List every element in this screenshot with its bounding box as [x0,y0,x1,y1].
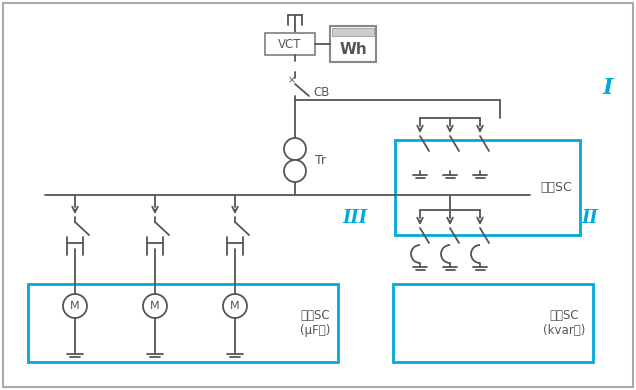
Bar [395,140,580,235]
Text: M: M [230,301,240,311]
Text: III: III [342,209,368,227]
Text: Wh: Wh [339,43,367,57]
Text: M: M [150,301,160,311]
Circle shape [223,294,247,318]
Text: ×: × [288,75,296,85]
Text: M: M [70,301,80,311]
Text: Tr: Tr [315,154,326,167]
Circle shape [63,294,87,318]
Bar [332,28,374,36]
Text: 高圧SC: 高圧SC [540,181,572,194]
Circle shape [284,138,306,160]
Bar [28,284,338,362]
Bar [330,26,376,62]
Text: I: I [603,77,613,99]
Circle shape [143,294,167,318]
Bar [393,284,593,362]
Text: 低圧SC
(μF品): 低圧SC (μF品) [300,309,330,337]
Circle shape [284,160,306,182]
Bar [265,33,315,55]
Text: CB: CB [313,85,329,99]
Text: 低圧SC
(kvar品): 低圧SC (kvar品) [543,309,585,337]
Text: II: II [582,209,598,227]
Text: VCT: VCT [279,37,301,50]
